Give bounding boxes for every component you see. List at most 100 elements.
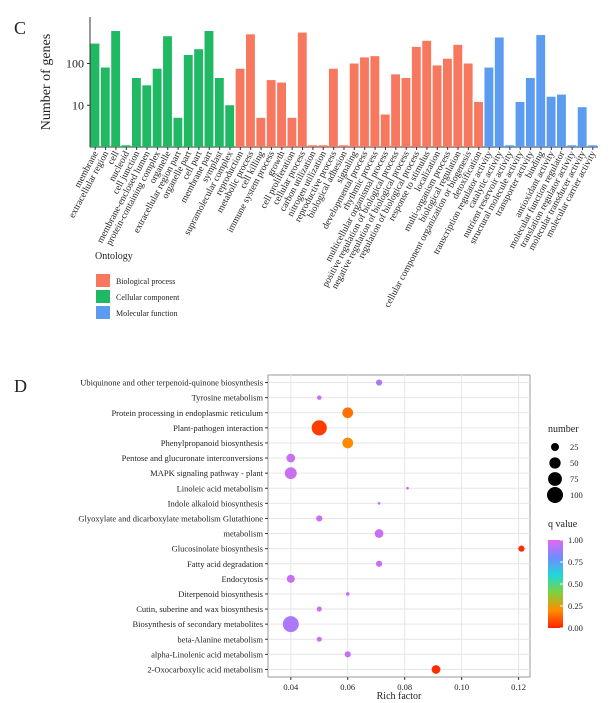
bar [505,145,515,147]
panel-label: D [14,376,27,396]
bubble [377,501,381,505]
bar [380,114,390,147]
bar [183,54,193,147]
bubble [406,486,409,490]
bar [411,46,421,148]
bar [525,77,535,147]
bar [235,68,245,147]
x-tick-label: 0.08 [397,682,412,692]
bar [100,67,110,147]
legend-label: Biological process [116,277,175,286]
y-tick-label: alpha-Linolenic acid metabolism [151,649,263,659]
bar [432,65,442,147]
bar [588,145,597,147]
y-tick-label: Phenylpropanoid biosynthesis [161,438,263,448]
y-tick-label: 100 [66,57,84,71]
bar [277,82,286,147]
bar [287,117,297,147]
bar [442,58,452,147]
bubble [284,467,297,480]
bar [214,77,224,147]
legend-swatch [96,290,110,303]
y-tick-label: beta-Alanine metabolism [177,634,263,644]
bubble [344,651,351,658]
bar [318,145,328,147]
bar [360,57,369,148]
bar [194,49,204,147]
bar [163,36,172,148]
y-tick-label: Fatty acid degradation [187,559,264,569]
bar [463,63,473,148]
bar [349,63,359,148]
y-tick-label: Cutin, suberine and wax biosynthesis [136,604,263,614]
bar [204,31,214,147]
size-legend-dot [548,472,562,486]
bubble [316,515,323,522]
color-tick-label: 0.75 [568,557,583,567]
y-tick-label: Protein processing in endoplasmic reticu… [111,408,263,418]
y-tick-label: Linoleic acid metabolism [177,483,264,493]
color-legend-title: q value [548,519,578,530]
bubble [431,665,441,674]
y-tick-label: Indole alkaloid biosynthesis [168,498,263,508]
bar [328,68,338,147]
bubble [345,592,350,596]
y-tick-label: MAPK signaling pathway - plant [150,468,263,478]
x-tick-label: 0.04 [283,682,299,692]
bubble [286,574,295,583]
y-tick-label: Pentose and glucuronate interconversions [122,453,263,463]
size-legend-dot [549,457,561,469]
legend-swatch [96,306,110,319]
bar [515,101,525,147]
y-tick-label: 2-Oxocarboxylic acid metabolism [147,664,263,674]
bubble [518,545,525,552]
bubble [282,616,299,633]
bar [131,77,141,147]
bar [391,74,401,147]
bar [246,34,255,147]
panel-label: C [14,18,26,38]
bar [256,117,266,147]
bar [173,117,183,147]
size-legend-label: 50 [570,458,579,468]
bubble [311,420,327,436]
y-tick-label: Tyrosine metabolism [192,393,264,403]
size-legend-dot [551,443,559,451]
legend-title: Ontology [95,251,133,262]
bubble [342,407,354,419]
bar [225,105,235,147]
x-tick-label: 0.10 [454,682,469,692]
bar [111,31,121,147]
bar [266,80,276,147]
bar [152,68,162,147]
color-tick-label: 0.50 [568,579,583,589]
color-tick-label: 0.00 [568,623,583,633]
bar [121,145,131,147]
x-tick-label: 0.12 [511,682,526,692]
y-tick-label: Diterpenoid biosynthesis [178,589,263,599]
bubble [375,379,383,386]
bar [453,44,463,147]
bubble [375,560,383,567]
y-tick-label: Ubiquinone and other terpenoid-quinone b… [80,378,263,388]
bubble [316,606,322,612]
x-axis-label: Rich factor [377,691,422,702]
bubble [374,529,384,538]
plot-area [267,374,531,678]
bar [422,40,432,148]
bar [142,85,152,147]
bar [474,101,483,147]
y-tick-label: Endocytosis [221,574,263,584]
y-tick-label: Plant-pathogen interaction [173,423,264,433]
legend-label: Molecular function [116,309,178,318]
bubble [316,395,322,400]
bar [401,77,411,147]
bar [546,96,556,147]
bubble [316,636,322,642]
bar [494,37,504,147]
legend-label: Cellular component [116,293,180,302]
bar [297,32,307,147]
y-tick-label: metabolism [223,529,263,539]
x-tick-label: 0.06 [340,682,355,692]
bar [557,94,566,147]
